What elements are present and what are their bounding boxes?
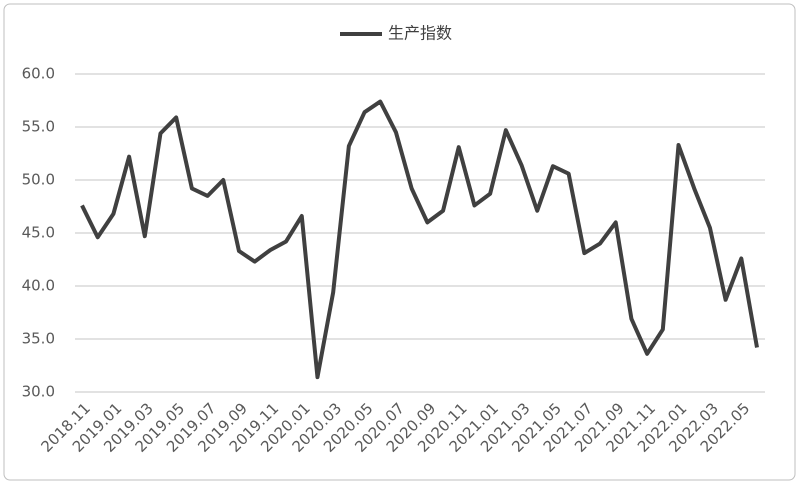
data-line bbox=[80, 99, 759, 380]
y-tick-label: 45.0 bbox=[22, 224, 55, 242]
y-tick-label: 60.0 bbox=[22, 65, 55, 83]
chart-border bbox=[3, 3, 796, 481]
y-tick-label: 50.0 bbox=[22, 171, 55, 189]
y-tick-label: 30.0 bbox=[22, 383, 55, 401]
y-tick-label: 35.0 bbox=[22, 330, 55, 348]
legend-label: 生产指数 bbox=[388, 24, 452, 43]
y-tick-label: 40.0 bbox=[22, 277, 55, 295]
y-tick-label: 55.0 bbox=[22, 118, 55, 136]
